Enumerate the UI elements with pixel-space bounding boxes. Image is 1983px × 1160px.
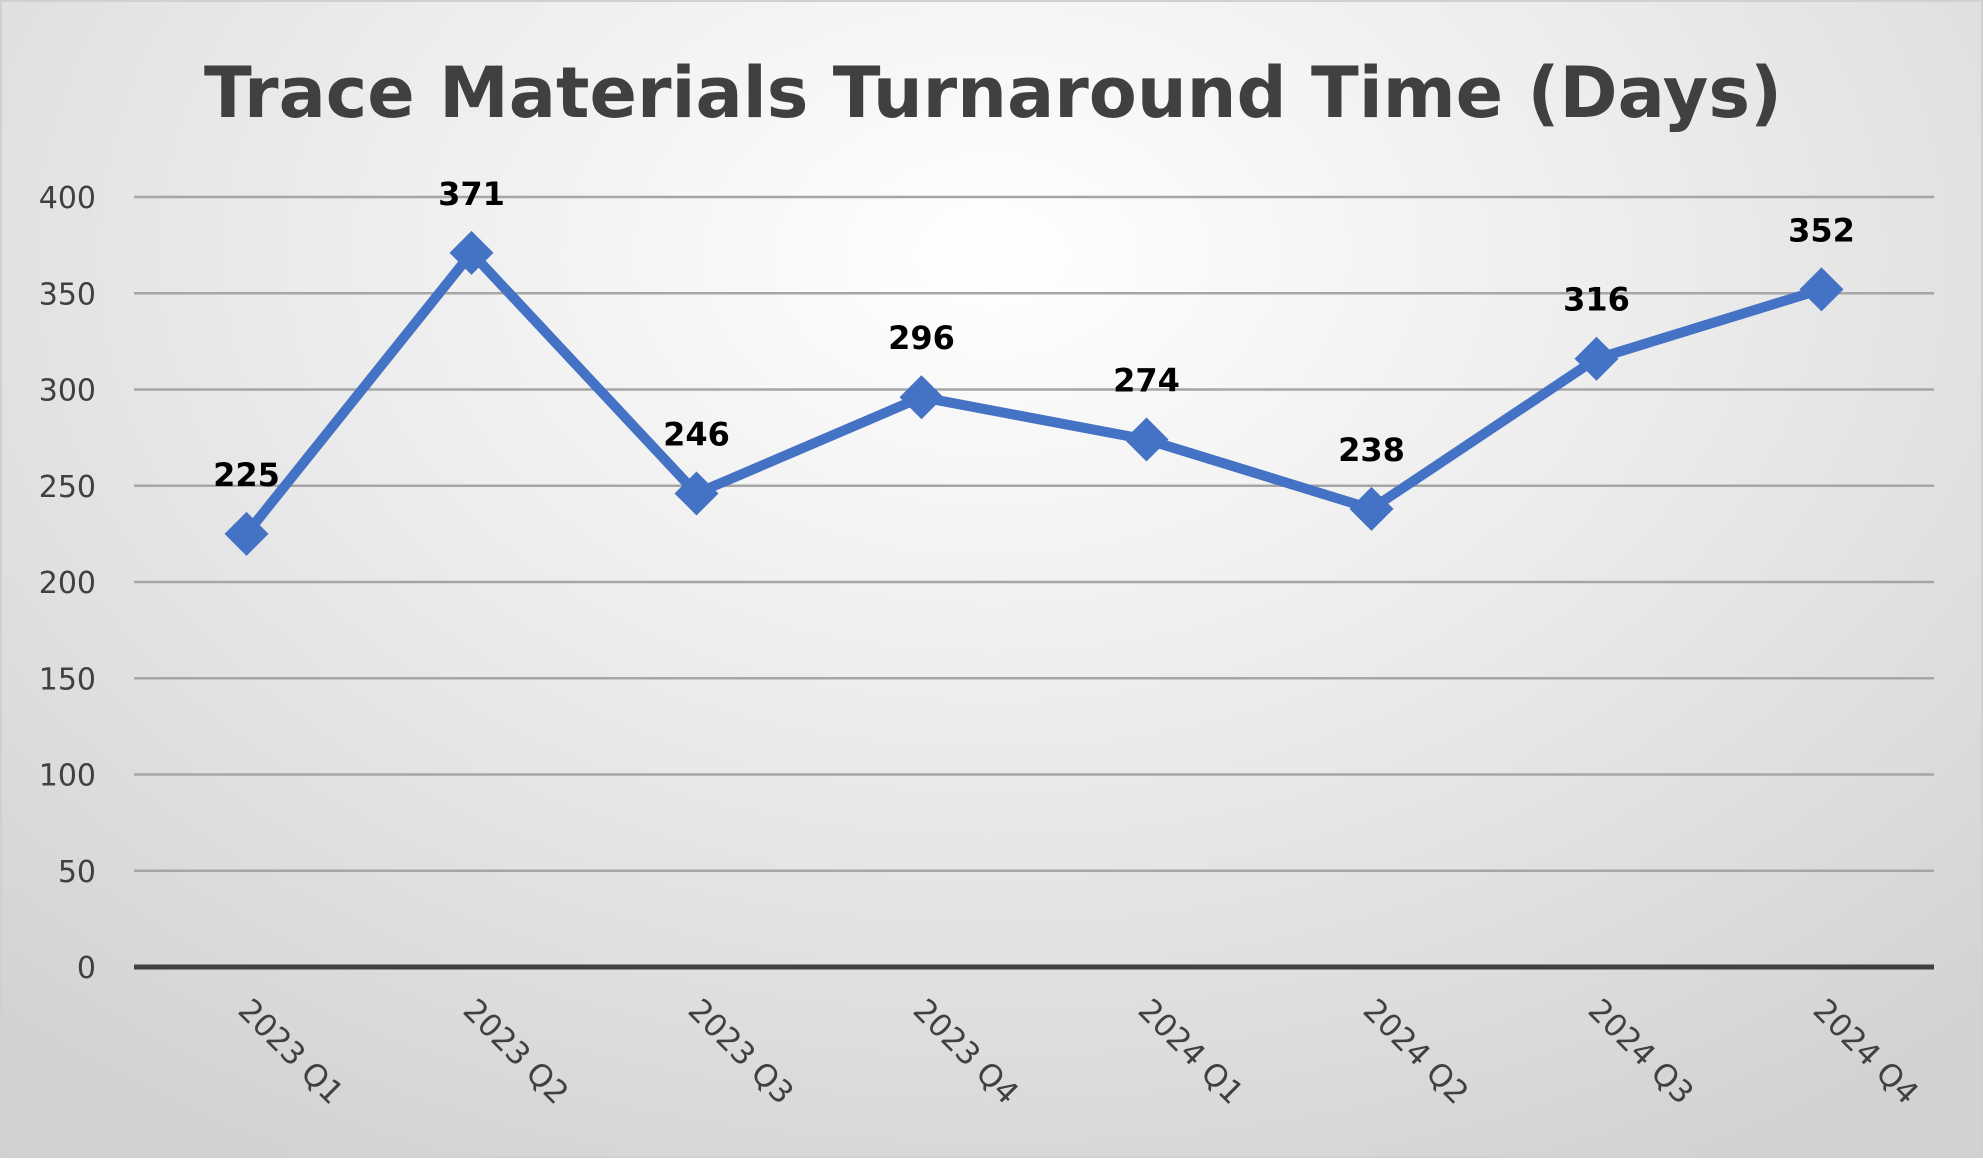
data-point-marker	[1799, 267, 1844, 312]
data-point-marker	[1349, 486, 1394, 531]
y-tick-label: 200	[39, 566, 96, 601]
data-point-marker	[224, 511, 269, 556]
y-tick-label: 350	[39, 277, 96, 312]
y-tick-label: 50	[58, 855, 96, 890]
y-tick-label: 250	[39, 470, 96, 505]
data-label: 246	[663, 415, 730, 453]
data-label: 316	[1563, 281, 1630, 319]
y-tick-label: 400	[39, 181, 96, 216]
y-axis-tick-labels: 0 50 100 150 200 250 300 350 400	[39, 181, 96, 986]
data-markers	[224, 230, 1844, 556]
data-label: 238	[1338, 431, 1405, 469]
series-line	[241, 247, 1827, 539]
x-tick-label: 2023 Q2	[456, 992, 575, 1111]
data-label: 371	[438, 175, 505, 213]
data-label: 352	[1788, 211, 1855, 249]
data-point-marker	[1124, 417, 1169, 462]
data-point-marker	[674, 471, 719, 516]
y-tick-label: 150	[39, 662, 96, 697]
y-tick-label: 100	[39, 759, 96, 794]
y-tick-label: 300	[39, 374, 96, 409]
x-tick-label: 2024 Q3	[1581, 992, 1700, 1111]
data-point-marker	[899, 375, 944, 420]
x-tick-label: 2023 Q4	[906, 992, 1025, 1111]
data-label: 296	[888, 319, 955, 357]
data-label: 225	[213, 456, 280, 494]
data-point-marker	[449, 230, 494, 275]
data-label: 274	[1113, 362, 1180, 400]
x-tick-label: 2023 Q1	[231, 992, 350, 1111]
data-labels: 225 371 246 296 274 238 316 352	[213, 175, 1855, 494]
x-tick-label: 2024 Q1	[1131, 992, 1250, 1111]
data-point-marker	[1574, 336, 1619, 381]
x-tick-label: 2024 Q2	[1356, 992, 1475, 1111]
chart-title: Trace Materials Turnaround Time (Days)	[204, 52, 1782, 134]
series-line-path	[241, 247, 1827, 539]
x-axis-tick-labels: 2023 Q1 2023 Q2 2023 Q3 2023 Q4 2024 Q1 2024 …	[231, 992, 1925, 1111]
y-tick-label: 0	[77, 951, 96, 986]
x-tick-label: 2024 Q4	[1806, 992, 1925, 1111]
drop-lines	[245, 252, 1823, 967]
gridlines	[134, 195, 1934, 872]
x-tick-label: 2023 Q3	[681, 992, 800, 1111]
